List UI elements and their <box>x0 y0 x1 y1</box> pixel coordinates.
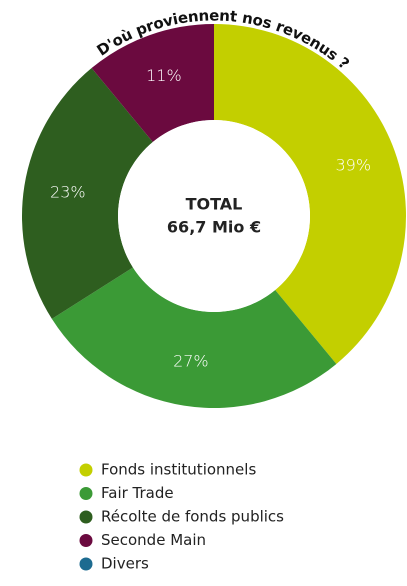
legend-label: Récolte de fonds publics <box>101 508 284 526</box>
value-label: 11% <box>146 66 182 85</box>
value-label: 27% <box>173 352 209 371</box>
legend-swatch <box>79 487 93 500</box>
slice <box>214 24 406 364</box>
legend-swatch <box>79 510 93 524</box>
legend-label: Seconde Main <box>101 531 206 549</box>
center-label: TOTAL <box>186 195 243 214</box>
legend-label: Fair Trade <box>101 484 174 502</box>
legend-swatch <box>79 534 93 547</box>
legend-label: Fonds institutionnels <box>101 461 256 479</box>
legend-swatch <box>79 463 93 477</box>
center-label: 66,7 Mio € <box>167 218 261 237</box>
donut-hole <box>118 120 310 312</box>
legend-swatch <box>79 557 93 571</box>
slice <box>51 267 337 409</box>
legend-label: Divers <box>101 555 149 573</box>
slice <box>91 24 214 143</box>
slice <box>21 68 153 319</box>
value-label: 39% <box>335 155 371 174</box>
value-label: 23% <box>50 182 86 201</box>
